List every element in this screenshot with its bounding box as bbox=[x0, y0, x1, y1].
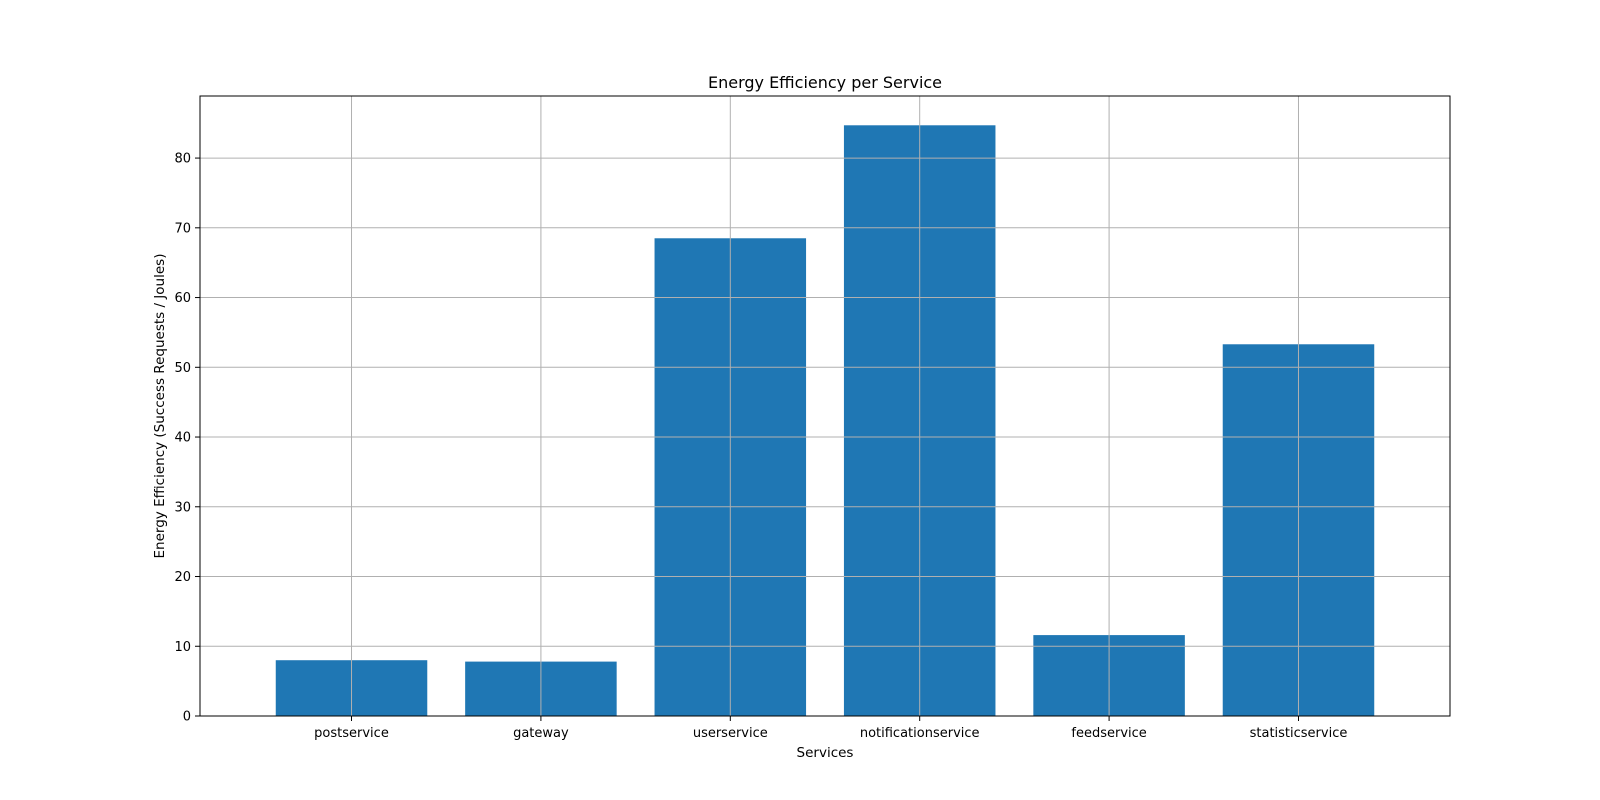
grid-layer bbox=[200, 96, 1450, 717]
y-tick-label: 60 bbox=[174, 291, 191, 306]
y-tick-label: 0 bbox=[183, 710, 191, 725]
y-tick-label: 80 bbox=[174, 152, 191, 167]
x-axis-label: Services bbox=[797, 745, 854, 761]
y-tick-label: 30 bbox=[174, 500, 191, 515]
chart-title: Energy Efficiency per Service bbox=[708, 73, 942, 92]
x-tick-label: postservice bbox=[314, 726, 389, 741]
y-tick-label: 40 bbox=[174, 431, 191, 446]
x-tick-label: userservice bbox=[693, 726, 768, 741]
y-tick-label: 50 bbox=[174, 361, 191, 376]
x-tick-label: gateway bbox=[513, 726, 569, 741]
y-tick-label: 70 bbox=[174, 221, 191, 236]
y-tick-label: 10 bbox=[174, 640, 191, 655]
x-tick-label: statisticservice bbox=[1250, 726, 1348, 741]
x-tick-label: notificationservice bbox=[860, 726, 980, 741]
ticks-layer: postservice gateway userservice notificatio… bbox=[174, 152, 1347, 741]
x-tick-label: feedservice bbox=[1071, 726, 1146, 741]
plot-frame bbox=[199, 95, 1451, 717]
y-tick-label: 20 bbox=[174, 570, 191, 585]
y-axis-label: Energy Efficiency (Success Requests / Jo… bbox=[152, 254, 168, 559]
